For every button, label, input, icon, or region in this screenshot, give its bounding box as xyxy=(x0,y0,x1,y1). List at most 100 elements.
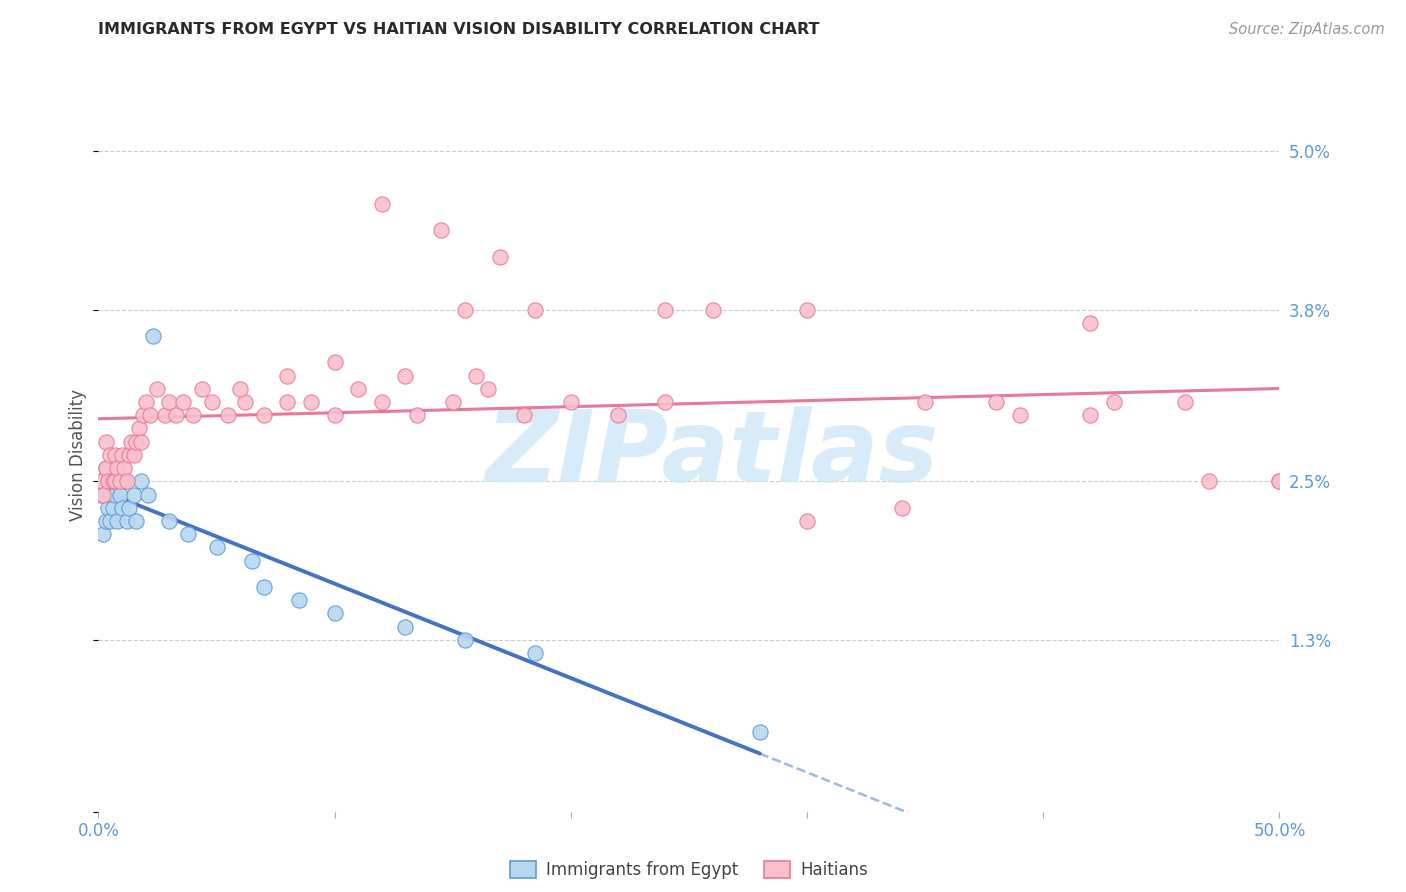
Point xyxy=(394,368,416,383)
Point xyxy=(453,632,475,647)
Point xyxy=(122,448,145,462)
Point xyxy=(94,434,117,449)
Point xyxy=(489,250,512,264)
Point xyxy=(1268,475,1291,489)
Point xyxy=(125,434,148,449)
Legend: Immigrants from Egypt, Haitians: Immigrants from Egypt, Haitians xyxy=(503,854,875,886)
Point xyxy=(323,355,346,369)
Point xyxy=(914,395,936,409)
Point xyxy=(205,541,228,555)
Point xyxy=(253,409,276,423)
Point xyxy=(702,302,724,317)
Y-axis label: Vision Disability: Vision Disability xyxy=(69,389,87,521)
Point xyxy=(172,395,194,409)
Point xyxy=(118,500,141,515)
Point xyxy=(135,395,157,409)
Point xyxy=(122,487,145,501)
Point xyxy=(157,514,180,528)
Point xyxy=(136,487,159,501)
Point xyxy=(1102,395,1125,409)
Point xyxy=(97,475,120,489)
Point xyxy=(97,500,120,515)
Point xyxy=(191,382,214,396)
Point xyxy=(441,395,464,409)
Point xyxy=(560,395,582,409)
Point xyxy=(453,302,475,317)
Point xyxy=(91,475,114,489)
Point xyxy=(111,500,134,515)
Point xyxy=(1268,475,1291,489)
Point xyxy=(115,514,138,528)
Point xyxy=(142,329,165,343)
Point xyxy=(157,395,180,409)
Point xyxy=(240,554,263,568)
Point xyxy=(890,500,912,515)
Point xyxy=(94,461,117,475)
Point xyxy=(654,395,676,409)
Point xyxy=(323,607,346,621)
Point xyxy=(1080,316,1102,330)
Text: ZIPatlas: ZIPatlas xyxy=(486,407,939,503)
Point xyxy=(1198,475,1220,489)
Point xyxy=(90,475,112,489)
Point xyxy=(165,409,187,423)
Point xyxy=(748,725,770,739)
Point xyxy=(299,395,322,409)
Point xyxy=(465,368,488,383)
Point xyxy=(111,448,134,462)
Point xyxy=(129,434,152,449)
Point xyxy=(94,461,117,475)
Point xyxy=(323,409,346,423)
Point xyxy=(607,409,630,423)
Point xyxy=(276,395,298,409)
Text: Source: ZipAtlas.com: Source: ZipAtlas.com xyxy=(1229,22,1385,37)
Point xyxy=(112,461,135,475)
Point xyxy=(253,580,276,594)
Point xyxy=(371,395,394,409)
Point xyxy=(94,514,117,528)
Point xyxy=(121,434,143,449)
Point xyxy=(128,421,150,435)
Point xyxy=(108,475,131,489)
Point xyxy=(98,487,121,501)
Point xyxy=(1008,409,1031,423)
Point xyxy=(524,646,547,660)
Point xyxy=(524,302,547,317)
Point xyxy=(512,409,534,423)
Point xyxy=(104,475,127,489)
Point xyxy=(125,514,148,528)
Point xyxy=(101,475,124,489)
Point xyxy=(104,475,127,489)
Point xyxy=(104,487,127,501)
Text: IMMIGRANTS FROM EGYPT VS HAITIAN VISION DISABILITY CORRELATION CHART: IMMIGRANTS FROM EGYPT VS HAITIAN VISION … xyxy=(98,22,820,37)
Point xyxy=(101,475,124,489)
Point xyxy=(984,395,1007,409)
Point xyxy=(288,593,311,607)
Point xyxy=(371,197,394,211)
Point xyxy=(146,382,169,396)
Point xyxy=(91,527,114,541)
Point xyxy=(1080,409,1102,423)
Point xyxy=(129,475,152,489)
Point xyxy=(105,461,128,475)
Point xyxy=(796,514,818,528)
Point xyxy=(153,409,176,423)
Point xyxy=(229,382,252,396)
Point xyxy=(112,475,135,489)
Point xyxy=(118,448,141,462)
Point xyxy=(101,500,124,515)
Point xyxy=(115,475,138,489)
Point xyxy=(139,409,162,423)
Point xyxy=(347,382,370,396)
Point xyxy=(181,409,204,423)
Point xyxy=(276,368,298,383)
Point xyxy=(91,487,114,501)
Point xyxy=(217,409,239,423)
Point xyxy=(104,448,127,462)
Point xyxy=(108,487,131,501)
Point xyxy=(1174,395,1197,409)
Point xyxy=(430,223,453,237)
Point xyxy=(406,409,429,423)
Point xyxy=(132,409,155,423)
Point xyxy=(201,395,224,409)
